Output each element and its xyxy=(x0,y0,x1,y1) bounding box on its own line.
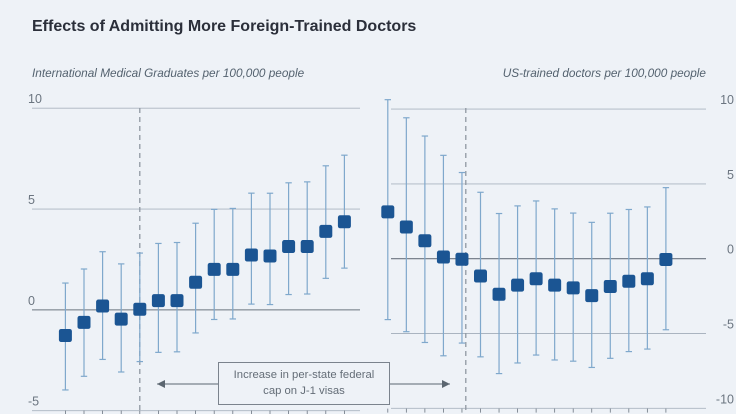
svg-text:5: 5 xyxy=(727,168,734,182)
svg-text:-5: -5 xyxy=(723,318,734,332)
svg-text:-10: -10 xyxy=(716,392,734,406)
svg-text:5: 5 xyxy=(28,193,35,207)
svg-text:-5: -5 xyxy=(28,395,39,409)
svg-text:0: 0 xyxy=(727,243,734,257)
svg-text:10: 10 xyxy=(720,93,734,107)
svg-text:0: 0 xyxy=(28,294,35,308)
svg-text:10: 10 xyxy=(28,92,42,106)
